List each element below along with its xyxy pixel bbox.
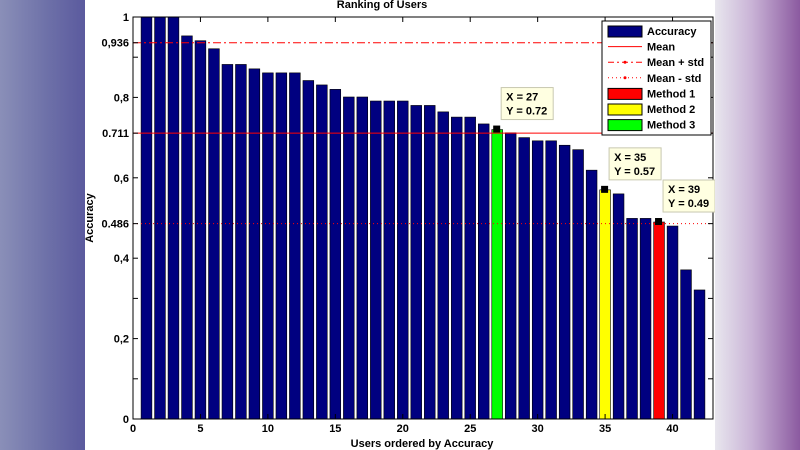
bar-chart: Ranking of Users Users ordered by Accura… [85,0,715,450]
bar-25 [464,116,476,420]
datatip: X = 35 Y = 0.57 [608,147,662,181]
datatip-marker [655,218,663,226]
x-tick-label: 15 [329,423,341,435]
bar-6 [208,48,220,420]
y-tick-label: 0 [123,414,129,426]
bar-27 [491,129,503,420]
y-axis-label: Accuracy [85,192,96,242]
y-tick-label: 0,4 [114,253,130,265]
bar-31 [545,140,557,420]
y-tick-label: 0,8 [114,92,129,104]
bar-9 [248,68,261,420]
bar-39 [653,221,665,420]
legend-label: Method 1 [647,88,695,100]
legend-swatch [607,119,643,132]
bar-37 [626,218,638,420]
legend-marker [623,76,627,80]
bar-34 [585,169,598,420]
datatip-y: Y = 0.72 [506,106,547,118]
bar-1 [140,16,153,420]
bar-40 [666,225,679,420]
datatip-y: Y = 0.49 [668,198,709,210]
bar-19 [383,100,395,420]
bar-36 [612,193,625,420]
datatip-box [608,147,662,181]
legend-label: Mean + std [647,57,704,69]
bar-16 [343,96,355,420]
x-tick-label: 30 [532,423,544,435]
bar-13 [302,80,315,420]
datatip-x: X = 35 [614,152,646,164]
legend-marker [623,60,627,64]
legend-label: Mean [647,42,675,54]
bar-20 [397,100,409,420]
x-tick-label: 20 [397,423,409,435]
bar-21 [410,105,422,420]
datatip-x: X = 39 [668,184,700,196]
bar-41 [680,269,692,420]
bar-3 [167,16,180,420]
bar-8 [235,64,247,420]
legend-swatch [607,103,643,116]
axes-box [132,16,714,420]
bar-28 [504,132,517,420]
bar-35 [599,189,611,420]
bar-17 [356,96,368,420]
bar-22 [424,105,436,420]
datatip: X = 39 Y = 0.49 [662,179,715,213]
legend-label: Method 2 [647,104,695,116]
x-tick-label: 25 [464,423,476,435]
legend-label: Accuracy [647,26,697,38]
y-tick-label: 0.486 [101,219,129,231]
legend-label: Method 3 [647,120,695,132]
bar-32 [558,144,571,420]
bar-33 [572,149,584,420]
datatip: X = 27 Y = 0.72 [500,87,554,121]
bar-5 [194,40,207,420]
y-tick-label: 0,936 [101,38,129,50]
bar-7 [221,64,234,420]
legend-swatch [607,25,643,38]
x-tick-label: 10 [262,423,274,435]
bar-29 [518,137,530,420]
x-tick-label: 35 [599,423,611,435]
bar-26 [478,123,490,420]
bar-18 [370,100,382,420]
x-tick-label: 0 [130,423,136,435]
bar-42 [693,289,706,420]
legend-label: Mean - std [647,73,701,85]
y-tick-label: 1 [123,12,129,24]
legend-swatch [607,87,643,100]
datatip-marker [493,125,501,133]
bar-10 [262,72,274,420]
bar-11 [275,72,288,420]
x-tick-label: 40 [666,423,678,435]
bar-15 [329,89,342,420]
bar-4 [181,35,193,420]
chart-title: Ranking of Users [337,0,427,11]
bar-38 [639,218,652,420]
datatip-box [500,87,554,121]
bar-30 [531,140,544,420]
datatip-x: X = 27 [506,92,538,104]
x-tick-label: 5 [197,423,203,435]
y-tick-label: 0,6 [114,173,129,185]
datatip-y: Y = 0.57 [614,166,655,178]
legend: Accuracy Mean Mean + std Mean - std Method 1… [601,20,712,136]
bar-14 [316,84,328,420]
datatip-marker [601,185,609,193]
bar-23 [437,111,449,420]
x-axis-label: Users ordered by Accuracy [351,438,495,450]
y-tick-label: 0,2 [114,334,129,346]
bar-2 [154,16,166,420]
datatip-box [662,179,715,213]
bar-12 [289,72,301,420]
bar-24 [451,116,463,420]
figure: Ranking of Users Users ordered by Accura… [85,0,715,450]
y-tick-label: 0.711 [102,128,129,140]
